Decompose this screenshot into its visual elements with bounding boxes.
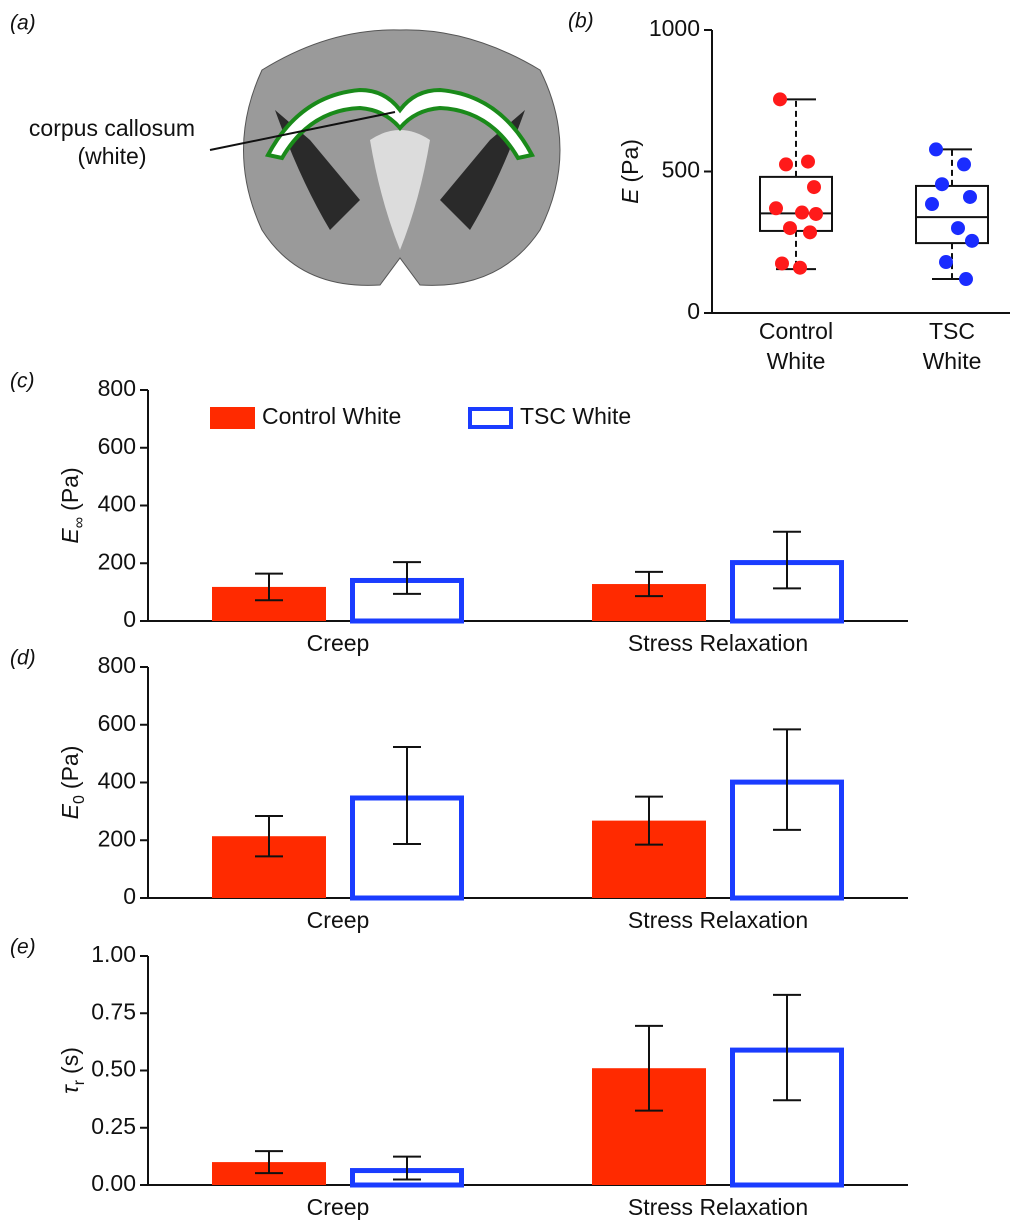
legend-label: TSC White	[520, 403, 631, 429]
y-tick-label: 600	[98, 433, 136, 459]
data-point	[769, 201, 783, 215]
y-tick-label: 0	[123, 883, 136, 909]
y-tick-label: 1.00	[91, 941, 136, 967]
annotation: corpus callosum	[29, 115, 195, 141]
data-point	[803, 225, 817, 239]
y-axis-label: τr(s)	[57, 1047, 88, 1094]
y-tick-label: 200	[98, 548, 136, 574]
y-label-symbol: E	[57, 528, 83, 544]
data-point	[939, 255, 953, 269]
panel-label: (b)	[568, 10, 594, 33]
y-tick-label: 400	[98, 768, 136, 794]
panel-label: (c)	[10, 370, 35, 393]
data-point	[963, 190, 977, 204]
data-point	[959, 272, 973, 286]
data-point	[779, 157, 793, 171]
y-label-unit: (Pa)	[617, 139, 643, 182]
legend-swatch	[210, 407, 255, 429]
panel-label: (d)	[10, 647, 36, 670]
data-point	[783, 221, 797, 235]
y-tick-label: 0.75	[91, 998, 136, 1024]
y-label-subscript: r	[71, 1079, 88, 1085]
panel-label: (e)	[10, 936, 36, 959]
y-label-subscript: ∞	[71, 517, 88, 528]
y-axis-label: E0 (Pa)	[57, 746, 88, 820]
x-tick-label: Creep	[307, 630, 370, 656]
y-tick-label: 0	[123, 606, 136, 632]
data-point	[793, 261, 807, 275]
y-tick-label: 200	[98, 825, 136, 851]
y-label-unit: (s)	[57, 1047, 83, 1074]
page: (a) corpus callosum (white) (b) 0 500 1000 E…	[0, 0, 1016, 1222]
x-tick-label: Creep	[307, 907, 370, 933]
x-tick-label: Stress Relaxation	[628, 907, 808, 933]
y-tick-label: 0	[687, 298, 700, 324]
data-point	[951, 221, 965, 235]
y-tick-label: 500	[662, 157, 700, 183]
x-tick-label: Stress Relaxation	[628, 1194, 808, 1220]
y-label-symbol: E	[617, 188, 643, 204]
data-point	[795, 206, 809, 220]
box	[916, 186, 988, 243]
y-label-symbol: E	[57, 803, 83, 819]
y-axis-label: E (Pa)	[617, 139, 643, 204]
y-tick-label: 600	[98, 710, 136, 736]
data-point	[957, 157, 971, 171]
y-tick-label: 0.50	[91, 1056, 136, 1082]
panel-a: (a) corpus callosum (white)	[10, 12, 560, 286]
y-tick-label: 0.00	[91, 1170, 136, 1196]
data-point	[965, 234, 979, 248]
x-tick-label: Creep	[307, 1194, 370, 1220]
y-tick-label: 800	[98, 375, 136, 401]
y-tick-label: 400	[98, 491, 136, 517]
data-point	[807, 180, 821, 194]
data-point	[809, 207, 823, 221]
data-point	[775, 256, 789, 270]
y-label-unit: (Pa)	[57, 746, 83, 789]
y-tick-label: 0.25	[91, 1113, 136, 1139]
annotation: (white)	[77, 143, 146, 169]
y-label-subscript: 0	[71, 795, 88, 804]
y-axis-label: E∞ (Pa)	[57, 467, 88, 543]
data-point	[773, 92, 787, 106]
x-tick-label: Stress Relaxation	[628, 630, 808, 656]
panel-label: (a)	[10, 12, 36, 35]
y-tick-label: 800	[98, 652, 136, 678]
legend-swatch	[470, 409, 511, 427]
data-point	[925, 197, 939, 211]
figure: (a) corpus callosum (white) (b) 0 500 1000 E…	[0, 0, 1016, 1222]
y-tick-label: 1000	[649, 15, 700, 41]
data-point	[935, 177, 949, 191]
legend-label: Control White	[262, 403, 401, 429]
y-label-unit: (Pa)	[57, 467, 83, 510]
data-point	[929, 142, 943, 156]
data-point	[801, 155, 815, 169]
